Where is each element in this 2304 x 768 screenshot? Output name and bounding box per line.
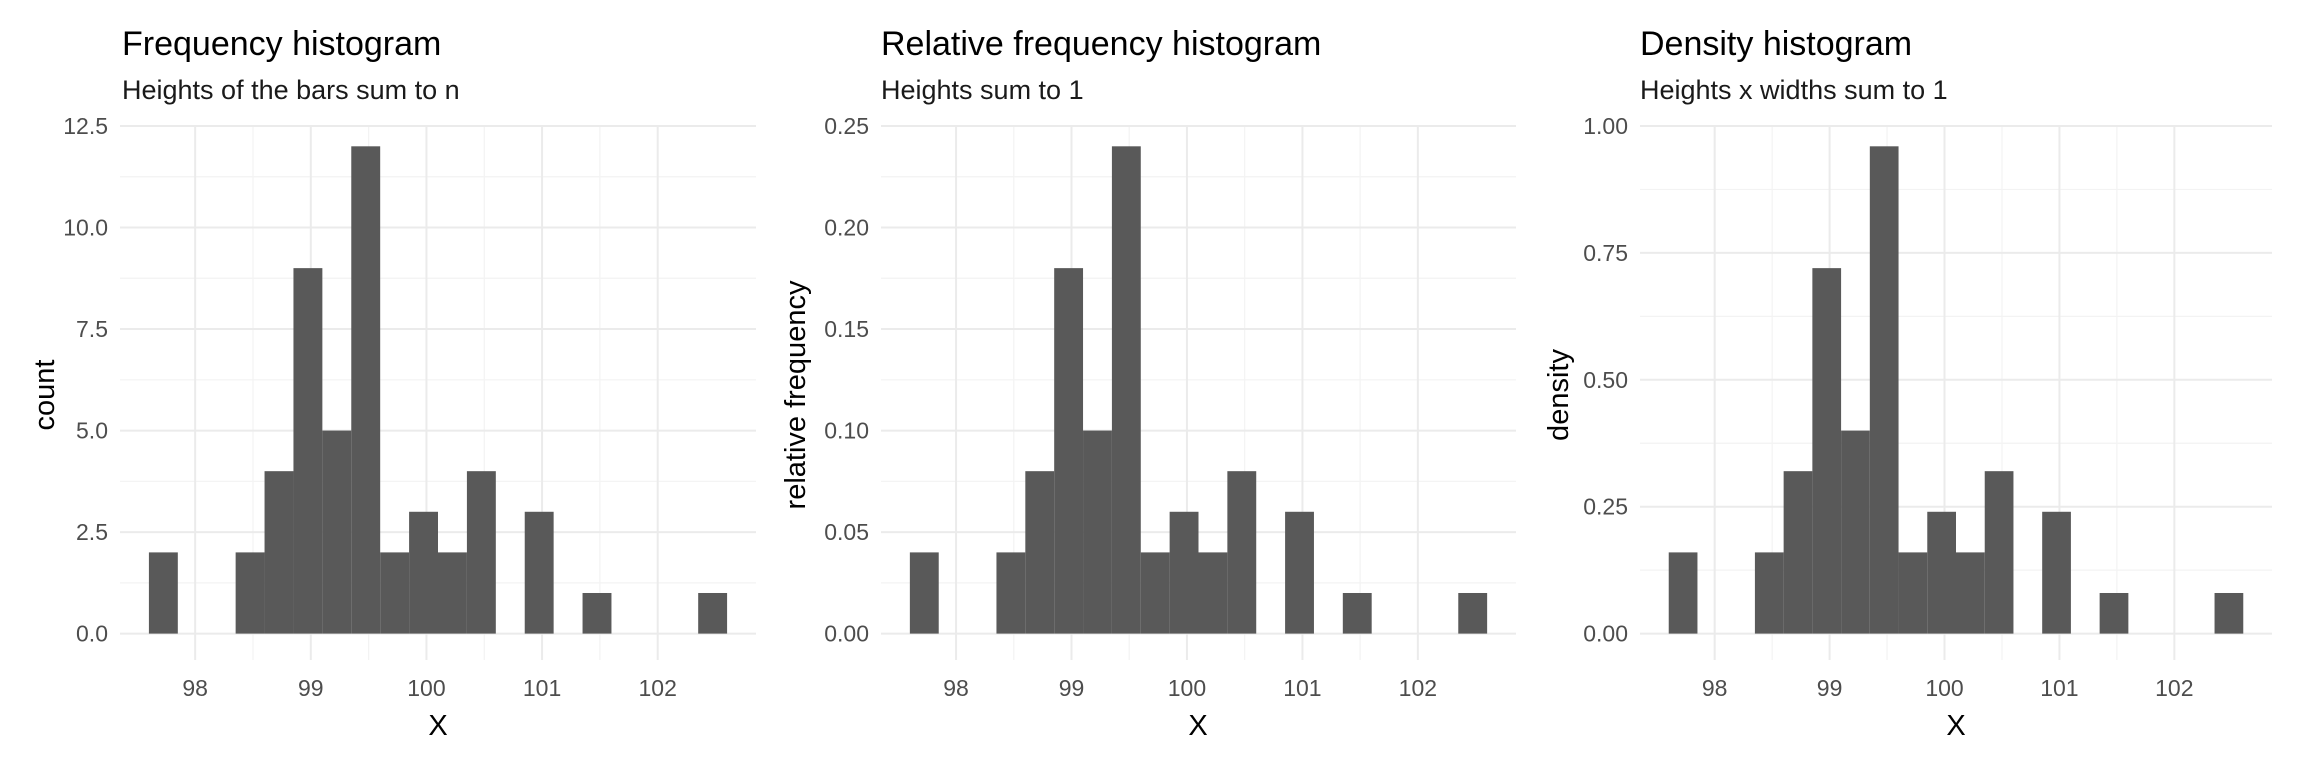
relative-frequency-histogram-panel: Relative frequency histogram Heights sum… xyxy=(768,0,1536,768)
y-tick-label: 0.15 xyxy=(824,316,869,342)
chart-subtitle: Heights sum to 1 xyxy=(881,75,1084,105)
y-tick-label: 0.10 xyxy=(824,418,869,444)
histogram-bar xyxy=(293,268,323,634)
histogram-bar xyxy=(148,552,178,634)
y-tick-label: 0.25 xyxy=(824,113,869,139)
x-tick-label: 98 xyxy=(182,675,208,701)
density-histogram-chart: Density histogram Heights x widths sum t… xyxy=(1543,25,2272,742)
chart-title: Frequency histogram xyxy=(122,25,441,63)
histogram-bar xyxy=(1342,592,1372,634)
x-tick-label: 98 xyxy=(943,675,969,701)
x-tick-label: 99 xyxy=(1817,675,1843,701)
histogram-bar xyxy=(1927,511,1956,634)
histogram-bar xyxy=(1956,552,1985,634)
y-tick-label: 2.5 xyxy=(76,519,108,545)
histogram-bar xyxy=(1668,552,1698,634)
histogram-bar xyxy=(1898,552,1928,634)
histogram-bar xyxy=(1169,511,1199,634)
x-tick-label: 102 xyxy=(639,675,677,701)
x-tick-label: 100 xyxy=(1925,675,1963,701)
histogram-bar xyxy=(380,552,410,634)
histogram-bar xyxy=(1285,511,1314,634)
y-tick-label: 0.00 xyxy=(1583,621,1628,647)
histogram-bar xyxy=(351,146,381,634)
frequency-histogram-chart: Frequency histogram Heights of the bars … xyxy=(29,25,756,742)
histogram-bar xyxy=(1227,471,1257,634)
chart-title: Relative frequency histogram xyxy=(881,25,1321,63)
x-tick-label: 101 xyxy=(523,675,561,701)
histogram-bar xyxy=(1025,471,1055,634)
y-tick-label: 10.0 xyxy=(63,215,108,241)
y-tick-label: 0.00 xyxy=(824,621,869,647)
density-histogram-panel: Density histogram Heights x widths sum t… xyxy=(1536,0,2304,768)
y-tick-label: 0.0 xyxy=(76,621,108,647)
x-tick-label: 100 xyxy=(1168,675,1206,701)
x-tick-label: 101 xyxy=(2040,675,2078,701)
frequency-histogram-panel: Frequency histogram Heights of the bars … xyxy=(0,0,768,768)
histogram-bar xyxy=(1198,552,1228,634)
x-axis-title: X xyxy=(428,710,447,742)
histogram-bar xyxy=(1140,552,1170,634)
histogram-bar xyxy=(2214,592,2244,634)
histogram-bar xyxy=(2099,592,2129,634)
histogram-bar xyxy=(1458,592,1488,634)
histogram-bar xyxy=(996,552,1026,634)
y-tick-label: 0.50 xyxy=(1583,367,1628,393)
chart-subtitle: Heights of the bars sum to n xyxy=(122,75,460,105)
histogram-bar xyxy=(438,552,467,634)
histogram-bar xyxy=(1111,146,1141,634)
x-axis-title: X xyxy=(1946,710,1965,742)
histogram-bar xyxy=(2042,511,2071,634)
histogram-bar xyxy=(466,471,496,634)
histogram-bar xyxy=(524,511,554,634)
histogram-bar xyxy=(1812,268,1842,634)
x-tick-label: 101 xyxy=(1283,675,1321,701)
y-tick-label: 12.5 xyxy=(63,113,108,139)
relative-frequency-histogram-chart: Relative frequency histogram Heights sum… xyxy=(780,25,1516,742)
x-axis-title: X xyxy=(1188,710,1207,742)
y-tick-label: 0.05 xyxy=(824,519,869,545)
histogram-bar xyxy=(322,430,352,634)
chart-subtitle: Heights x widths sum to 1 xyxy=(1640,75,1948,105)
histogram-bar xyxy=(1054,268,1084,634)
histogram-bar xyxy=(909,552,939,634)
histogram-bar xyxy=(1754,552,1784,634)
y-tick-label: 0.20 xyxy=(824,215,869,241)
histogram-bar xyxy=(582,592,612,634)
y-axis-title: density xyxy=(1543,349,1575,441)
chart-title: Density histogram xyxy=(1640,25,1912,63)
histogram-bar xyxy=(698,592,728,634)
histogram-bar xyxy=(235,552,265,634)
x-tick-label: 102 xyxy=(1399,675,1437,701)
y-tick-label: 7.5 xyxy=(76,316,108,342)
x-tick-label: 102 xyxy=(2155,675,2193,701)
x-tick-label: 99 xyxy=(298,675,324,701)
y-tick-label: 0.25 xyxy=(1583,494,1628,520)
y-axis-title: relative frequency xyxy=(780,280,812,509)
histogram-bar xyxy=(1841,430,1870,634)
y-tick-label: 0.75 xyxy=(1583,240,1628,266)
histogram-bar xyxy=(1869,146,1899,634)
histogram-bar xyxy=(409,511,438,634)
x-tick-label: 98 xyxy=(1702,675,1728,701)
x-tick-label: 99 xyxy=(1059,675,1085,701)
histogram-bar xyxy=(1783,471,1813,634)
y-tick-label: 5.0 xyxy=(76,418,108,444)
y-axis-title: count xyxy=(29,360,61,431)
y-tick-label: 1.00 xyxy=(1583,113,1628,139)
histogram-bar xyxy=(1984,471,2014,634)
x-tick-label: 100 xyxy=(407,675,445,701)
histogram-bar xyxy=(1083,430,1112,634)
histogram-bar xyxy=(264,471,294,634)
